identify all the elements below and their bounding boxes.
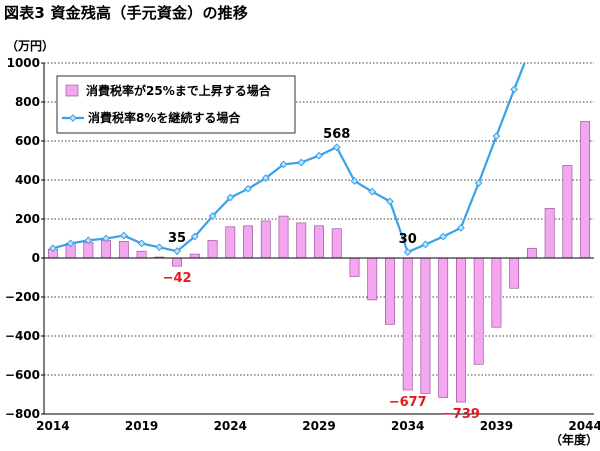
- data-label: 30: [399, 232, 417, 247]
- bar: [385, 257, 395, 325]
- line-point: [102, 234, 111, 243]
- line-point: [439, 232, 448, 241]
- chart-title: 図表3 資金残高（手元資金）の推移: [4, 4, 249, 22]
- line-point: [119, 231, 128, 240]
- x-tick-label: 2039: [480, 419, 513, 433]
- bar: [118, 241, 129, 259]
- line-point: [492, 132, 501, 141]
- data-label: 35: [168, 231, 186, 246]
- data-labels: 35 568 30 −42 −677 −739: [163, 127, 480, 422]
- line-series: [48, 63, 526, 257]
- bar: [438, 257, 449, 398]
- line-point: [315, 151, 323, 160]
- bar: [544, 207, 555, 259]
- x-tick-label: 2019: [125, 419, 158, 433]
- y-tick-label: 200: [15, 212, 40, 226]
- bar: [207, 240, 218, 259]
- line-point: [403, 248, 412, 257]
- bar: [580, 121, 591, 259]
- line-point: [208, 212, 217, 220]
- legend-label-bar: 消費税率が25%まで上昇する場合: [86, 83, 272, 98]
- line-point: [421, 240, 430, 249]
- line-point: [226, 193, 235, 202]
- bar: [331, 228, 342, 259]
- y-tick-label: 800: [15, 95, 40, 109]
- bar: [402, 257, 413, 391]
- bar: [509, 257, 520, 289]
- bar: [83, 242, 94, 259]
- bar: [491, 257, 502, 328]
- y-tick-label: 600: [15, 134, 40, 148]
- axes: −800 −600 −400 −200 0 200 400 600 800 1000 2014 201…: [5, 38, 600, 447]
- line-point: [66, 239, 75, 248]
- line-point: [155, 243, 164, 252]
- y-tick-label: 400: [15, 173, 40, 187]
- y-tick-label: −600: [5, 368, 40, 382]
- line-point: [190, 232, 199, 241]
- line-point: [474, 179, 483, 187]
- line-point: [48, 244, 57, 253]
- legend-label-line: 消費税率8%を継続する場合: [88, 110, 241, 125]
- line-point: [368, 187, 377, 196]
- bar: [420, 257, 431, 394]
- line-point: [457, 223, 465, 232]
- legend-box: [56, 75, 296, 134]
- bar: [314, 225, 324, 259]
- data-label: −739: [442, 407, 480, 422]
- y-tick-label: 1000: [7, 56, 40, 70]
- x-axis-unit: （年度）: [550, 432, 598, 447]
- line-point: [173, 247, 181, 256]
- bar-series: [47, 121, 591, 403]
- bar: [526, 247, 537, 259]
- x-tick-label: 2034: [391, 419, 424, 433]
- y-tick-label: −400: [5, 329, 40, 343]
- data-label: −42: [163, 271, 192, 286]
- line-point: [261, 174, 270, 182]
- bar: [296, 222, 307, 259]
- line-path: [52, 63, 526, 254]
- line-point: [332, 143, 341, 152]
- bar: [136, 250, 147, 259]
- x-tick-label: 2014: [36, 419, 69, 433]
- legend-bar-swatch: [65, 84, 79, 97]
- bar: [189, 253, 200, 259]
- bar: [473, 257, 484, 365]
- line-point: [510, 85, 519, 94]
- bar: [456, 257, 466, 403]
- line-point: [279, 160, 288, 169]
- y-tick-label: −200: [5, 290, 40, 304]
- y-axis-unit: （万円）: [6, 38, 54, 53]
- bar: [172, 257, 182, 267]
- legend-line-marker: [69, 114, 77, 122]
- data-label: 568: [323, 127, 350, 142]
- x-tick-label: 2044: [568, 419, 600, 433]
- line-point: [386, 197, 394, 206]
- bar: [367, 257, 378, 301]
- bar: [278, 215, 289, 259]
- line-point: [244, 184, 252, 193]
- bar: [260, 220, 271, 259]
- x-tick-label: 2029: [302, 419, 335, 433]
- x-tick-label: 2024: [214, 419, 247, 433]
- bar: [349, 257, 360, 277]
- line-point: [350, 177, 359, 185]
- y-tick-label: −800: [5, 407, 40, 421]
- bar: [562, 165, 573, 259]
- bar: [101, 240, 112, 259]
- bar: [225, 226, 236, 259]
- line-point: [297, 158, 306, 167]
- data-label: −677: [389, 395, 427, 410]
- bar: [243, 225, 253, 259]
- y-tick-label: 0: [32, 251, 40, 265]
- line-point: [137, 239, 146, 248]
- line-point: [84, 236, 93, 245]
